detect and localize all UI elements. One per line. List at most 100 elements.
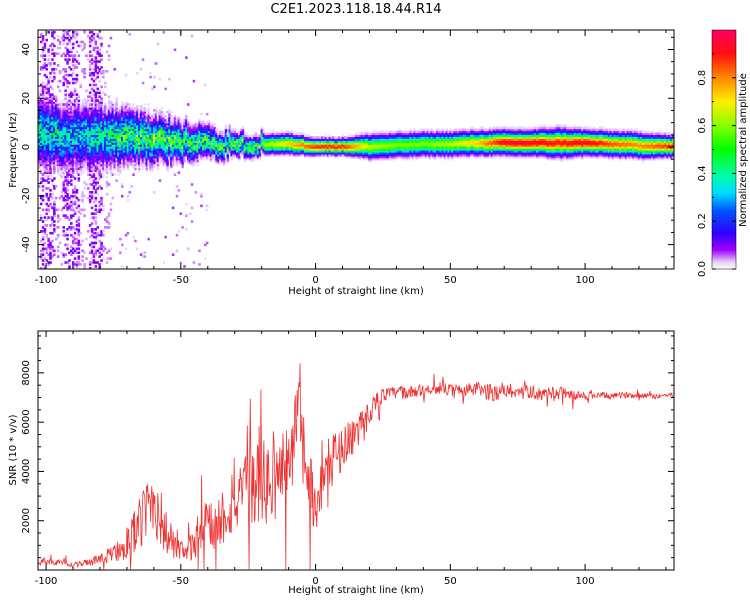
spectrogram-cell [249, 151, 252, 155]
spectrogram-cell [270, 140, 273, 143]
spectrogram-cell [41, 155, 45, 159]
spectrogram-cell [88, 138, 92, 141]
spectrogram-cell [117, 114, 120, 118]
spectrogram-cell [81, 144, 84, 147]
spectrogram-cell [113, 132, 116, 135]
spectrogram-cell [100, 159, 103, 163]
spectrogram-cell [143, 153, 147, 157]
spectrogram-cell [104, 218, 107, 221]
spectrogram-cell [66, 243, 69, 247]
spectrogram-cell [94, 62, 98, 65]
spectrogram-cell [164, 151, 167, 155]
spectrogram-cell [151, 130, 154, 134]
spectrogram-cell [304, 151, 307, 155]
spectrogram-cell [47, 163, 50, 167]
spectrogram-cell [105, 171, 109, 174]
spectrogram-cell [85, 54, 88, 57]
spectrogram-cell [319, 142, 322, 145]
spectrogram-cell [47, 109, 50, 112]
spectrogram-cell [96, 122, 99, 126]
spectrogram-cell [147, 128, 150, 132]
spectrogram-cell [164, 142, 167, 145]
spectrogram-cell [113, 134, 116, 137]
spectrogram-cell [254, 142, 258, 145]
spectrogram-cell [107, 163, 111, 167]
spectrogram-cell [294, 132, 298, 135]
spectrogram-cell [38, 101, 41, 104]
spectrogram-cell [111, 146, 115, 149]
spectrogram-cell [56, 136, 60, 139]
spectrogram-cell [96, 231, 99, 235]
spectrogram-cell [75, 73, 79, 77]
spectrogram-cell [109, 134, 113, 137]
spectrogram-cell [213, 134, 216, 137]
spectrogram-cell [373, 138, 377, 141]
spectrogram-cell [58, 109, 62, 112]
spectrogram-cell [151, 157, 154, 161]
spectrogram-cell [111, 126, 115, 130]
spectrogram-cell [56, 122, 60, 126]
spectrogram-cell [230, 146, 233, 149]
spectrogram-cell [94, 153, 98, 157]
spectrogram-cell [70, 112, 73, 116]
spectrogram-cell [370, 142, 373, 145]
spectrogram-cell [234, 150, 237, 153]
spectrogram-cell [55, 136, 58, 139]
spectrogram-cell [147, 155, 150, 159]
spectrogram-cell [111, 124, 115, 128]
spectrogram-cell [221, 136, 224, 139]
spectrogram-cell [55, 124, 58, 128]
spectrogram-cell [56, 116, 60, 120]
spectrogram-cell [379, 146, 382, 149]
spectrogram-cell [332, 144, 335, 147]
spectrogram-cell [366, 151, 369, 155]
spectrogram-cell [173, 130, 177, 134]
spectrogram-cell [113, 116, 116, 120]
spectrogram-cell [70, 179, 73, 182]
spectrogram-cell [166, 128, 169, 132]
spectrogram-cell [92, 112, 96, 116]
spectrogram-cell [72, 175, 75, 178]
spectrogram-cell [107, 136, 111, 139]
spectrogram-cell [98, 36, 101, 40]
spectrogram-cell [360, 132, 364, 135]
spectrogram-cell [230, 134, 233, 137]
spectrogram-cell [60, 191, 64, 194]
spectrogram-cell [85, 112, 88, 116]
spectrogram-cell [175, 233, 179, 237]
spectrogram-cell [85, 101, 88, 104]
spectrogram-cell [49, 253, 52, 256]
spectrogram-cell [136, 132, 139, 135]
spectrogram-cell [83, 31, 86, 34]
spectrogram-cell [351, 140, 354, 143]
spectrogram-cell [266, 142, 269, 145]
spectrogram-cell [139, 134, 143, 137]
spectrogram-cell [155, 126, 158, 130]
spectrogram-cell [56, 107, 60, 110]
spectrogram-cell [39, 249, 43, 253]
spectrogram-cell [143, 111, 147, 114]
spectrogram-cell [62, 32, 65, 36]
spectrogram-cell [202, 146, 205, 149]
spectrogram-cell [60, 122, 64, 126]
spectrogram-cell [328, 144, 331, 147]
spectrogram-cell [77, 222, 81, 225]
spectrogram-cell [72, 167, 75, 171]
spectrogram-cell [56, 138, 60, 141]
spectrogram-cell [53, 167, 56, 171]
spectrogram-cell [155, 136, 158, 139]
spectrogram-cell [72, 93, 75, 96]
spectrogram-cell [96, 66, 99, 69]
spectrogram-cell [83, 151, 86, 155]
spectrogram-cell [73, 187, 77, 190]
spectrogram-cell [168, 124, 171, 128]
spectrogram-cell [141, 138, 145, 141]
spectrogram-cell [170, 120, 173, 124]
spectrogram-cell [177, 150, 181, 153]
spectrogram-cell [64, 126, 67, 130]
spectrogram-cell [128, 107, 131, 110]
spectrogram-cell [70, 101, 73, 104]
spectrogram-cell [132, 148, 135, 151]
spectrogram-cell [207, 148, 211, 151]
spectrogram-cell [260, 134, 264, 137]
